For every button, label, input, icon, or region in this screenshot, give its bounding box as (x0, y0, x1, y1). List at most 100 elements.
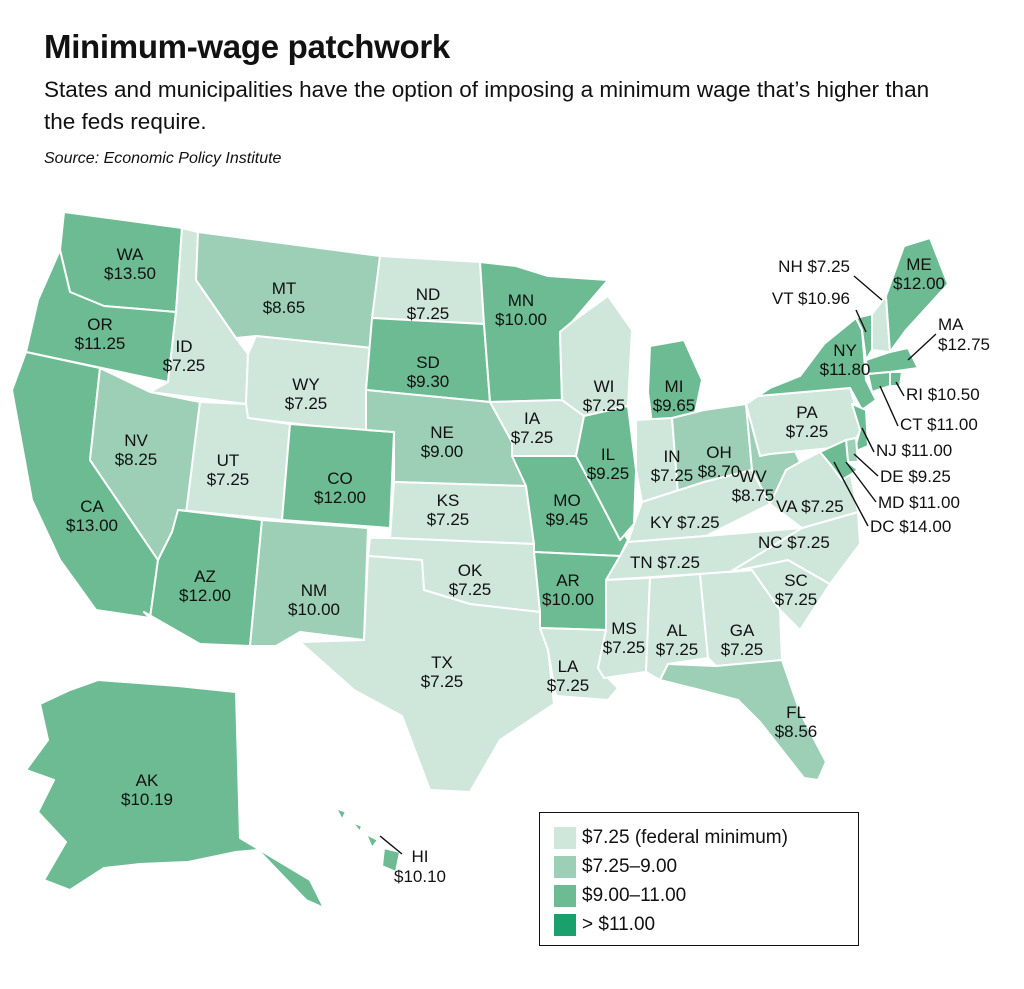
state-label-ut: UT (217, 451, 240, 470)
state-wage-al: $7.25 (656, 640, 699, 659)
state-wage-ak: $10.19 (121, 790, 173, 809)
state-ky (627, 469, 771, 543)
state-label-mt: MT (272, 279, 297, 298)
state-wage-id: $7.25 (163, 356, 206, 375)
legend-label: $7.25 (federal minimum) (582, 826, 788, 848)
state-label-ar: AR (556, 571, 580, 590)
state-label-ri: RI $10.50 (906, 385, 980, 404)
state-wage-nm: $10.00 (288, 600, 340, 619)
state-wage-ok: $7.25 (449, 580, 492, 599)
state-label-mo: MO (553, 491, 580, 510)
state-wage-mt: $8.65 (263, 298, 306, 317)
state-label-tn: TN $7.25 (630, 553, 700, 572)
state-label-tx: TX (431, 653, 453, 672)
state-label-wa: WA (117, 245, 144, 264)
state-wage-nv: $8.25 (115, 450, 158, 469)
state-ma (865, 347, 919, 375)
state-label-wy: WY (292, 375, 319, 394)
state-wage-ca: $13.00 (66, 516, 118, 535)
state-label-de: DE $9.25 (880, 467, 951, 486)
state-label-wi: WI (594, 377, 615, 396)
state-label-mn: MN (508, 291, 534, 310)
state-wage-ms: $7.25 (603, 638, 646, 657)
legend-swatch-tier1 (554, 826, 576, 849)
state-wage-in: $7.25 (651, 466, 694, 485)
state-label-ok: OK (458, 561, 483, 580)
state-label-id: ID (176, 337, 193, 356)
state-wage-ma: $12.75 (938, 335, 990, 354)
legend-item: $9.00–11.00 (554, 881, 858, 910)
leader-line-hi (379, 835, 403, 855)
leader-line-nj (861, 427, 875, 453)
state-label-al: AL (667, 621, 688, 640)
source-note: Source: Economic Policy Institute (44, 150, 282, 167)
legend-swatch-tier4 (554, 913, 576, 936)
state-label-ks: KS (437, 491, 460, 510)
state-label-il: IL (601, 445, 615, 464)
state-wage-ga: $7.25 (721, 640, 764, 659)
legend-swatch-tier2 (554, 855, 576, 878)
state-wi (559, 295, 633, 417)
state-wage-pa: $7.25 (786, 422, 829, 441)
leader-line-de (853, 453, 879, 477)
state-label-ne: NE (430, 423, 454, 442)
state-label-oh: OH (706, 443, 732, 462)
state-wage-la: $7.25 (547, 676, 590, 695)
state-ct (867, 371, 891, 393)
state-label-ky: KY $7.25 (650, 513, 720, 532)
state-nj (851, 403, 869, 453)
state-wage-oh: $8.70 (698, 462, 741, 481)
state-wage-il: $9.25 (587, 464, 630, 483)
legend-item: > $11.00 (554, 910, 858, 939)
state-label-hi: HI (412, 847, 429, 866)
state-ak (25, 679, 325, 909)
state-wage-az: $12.00 (179, 586, 231, 605)
leader-line-ri (895, 381, 905, 397)
state-label-vt: VT $10.96 (772, 289, 850, 308)
state-wage-wy: $7.25 (285, 394, 328, 413)
state-wage-wv: $8.75 (732, 486, 775, 505)
state-ri (889, 371, 903, 387)
state-label-va: VA $7.25 (776, 497, 844, 516)
state-label-nm: NM (301, 581, 327, 600)
state-hi (335, 807, 401, 873)
state-wage-ks: $7.25 (427, 510, 470, 529)
state-wage-ne: $9.00 (421, 442, 464, 461)
legend-item: $7.25 (federal minimum) (554, 823, 858, 852)
state-label-fl: FL (786, 703, 806, 722)
state-label-mi: MI (665, 377, 684, 396)
state-label-wv: WV (739, 467, 767, 486)
state-md (819, 439, 859, 481)
legend-label: > $11.00 (582, 913, 656, 935)
state-wage-wa: $13.50 (104, 264, 156, 283)
state-label-sd: SD (416, 353, 440, 372)
state-wage-wi: $7.25 (583, 396, 626, 415)
state-label-or: OR (87, 315, 113, 334)
leader-line-dc (833, 461, 869, 527)
state-wage-mn: $10.00 (495, 310, 547, 329)
legend-label: $9.00–11.00 (582, 884, 687, 906)
state-label-ca: CA (80, 497, 104, 516)
state-wage-fl: $8.56 (775, 722, 818, 741)
state-label-ia: IA (524, 409, 541, 428)
page-title: Minimum-wage patchwork (44, 28, 450, 65)
state-wage-sc: $7.25 (775, 590, 818, 609)
state-label-nd: ND (416, 285, 441, 304)
state-label-ny: NY (833, 341, 857, 360)
state-label-ms: MS (611, 619, 637, 638)
state-label-ga: GA (730, 621, 755, 640)
state-tx (299, 555, 555, 793)
legend: $7.25 (federal minimum) $7.25–9.00 $9.00… (539, 812, 859, 946)
state-vt (855, 313, 873, 361)
state-nm (249, 519, 369, 647)
state-wage-or: $11.25 (75, 334, 126, 353)
state-label-nh: NH $7.25 (778, 257, 850, 276)
state-wage-mo: $9.45 (546, 510, 589, 529)
state-label-nv: NV (124, 431, 148, 450)
state-wage-sd: $9.30 (407, 372, 450, 391)
leader-line-ct (879, 385, 899, 427)
state-label-pa: PA (796, 403, 818, 422)
leader-line-nh (853, 275, 883, 301)
state-wage-ut: $7.25 (207, 470, 250, 489)
